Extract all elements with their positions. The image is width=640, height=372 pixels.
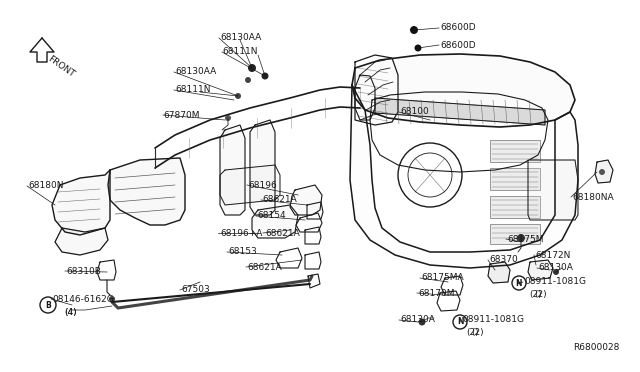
Circle shape	[225, 115, 231, 121]
Circle shape	[245, 77, 251, 83]
Bar	[490, 140, 540, 162]
Circle shape	[262, 73, 269, 80]
Polygon shape	[108, 158, 185, 225]
Text: (2): (2)	[529, 291, 541, 299]
Text: 08911-1081G: 08911-1081G	[462, 315, 524, 324]
Text: 68180NA: 68180NA	[572, 192, 614, 202]
Text: 68154: 68154	[257, 212, 285, 221]
Text: 68130A: 68130A	[538, 263, 573, 273]
Circle shape	[415, 45, 422, 51]
Polygon shape	[290, 185, 322, 215]
Circle shape	[419, 318, 426, 326]
Text: 68180N: 68180N	[28, 182, 63, 190]
Text: 68130AA: 68130AA	[220, 33, 261, 42]
Text: N: N	[516, 279, 522, 288]
Polygon shape	[252, 205, 298, 238]
Text: 68621A: 68621A	[247, 263, 282, 272]
Text: 68111N: 68111N	[222, 48, 257, 57]
Text: 68130A: 68130A	[400, 315, 435, 324]
Text: 68196: 68196	[248, 180, 276, 189]
Text: (4): (4)	[64, 308, 77, 317]
Text: 68175M: 68175M	[507, 234, 543, 244]
Circle shape	[599, 169, 605, 175]
Polygon shape	[375, 98, 545, 125]
Text: N: N	[457, 317, 463, 327]
Polygon shape	[250, 120, 275, 215]
Circle shape	[235, 93, 241, 99]
Text: 08911-1081G: 08911-1081G	[524, 278, 586, 286]
Text: (2): (2)	[534, 291, 547, 299]
Text: 68600D: 68600D	[440, 23, 476, 32]
Text: 68621A: 68621A	[262, 196, 297, 205]
Polygon shape	[488, 262, 510, 283]
Circle shape	[517, 234, 525, 242]
Text: 68170M: 68170M	[418, 289, 454, 298]
Text: 68153: 68153	[228, 247, 257, 257]
Text: B: B	[45, 301, 51, 310]
Bar	[490, 168, 540, 190]
Bar	[490, 196, 540, 218]
Text: FRONT: FRONT	[47, 54, 77, 79]
Polygon shape	[528, 260, 553, 280]
Polygon shape	[350, 85, 578, 268]
Text: (2): (2)	[466, 328, 479, 337]
Text: 68172N: 68172N	[535, 250, 570, 260]
Circle shape	[248, 64, 256, 72]
Text: 68130AA: 68130AA	[175, 67, 216, 77]
Text: 67870M: 67870M	[163, 110, 200, 119]
Polygon shape	[595, 160, 613, 183]
Polygon shape	[352, 54, 575, 127]
Polygon shape	[220, 125, 245, 215]
Polygon shape	[528, 160, 578, 220]
Circle shape	[410, 26, 418, 34]
Text: 68370: 68370	[489, 256, 518, 264]
Text: 68310B: 68310B	[66, 266, 101, 276]
Circle shape	[109, 296, 115, 302]
Text: 68600D: 68600D	[440, 41, 476, 49]
Text: 68111N: 68111N	[175, 86, 211, 94]
Text: 68196+A: 68196+A	[220, 228, 262, 237]
Bar	[490, 224, 540, 244]
Text: R6800028: R6800028	[573, 343, 620, 353]
Text: (2): (2)	[471, 328, 484, 337]
Text: 08146-6162G: 08146-6162G	[52, 295, 114, 304]
Text: 67503: 67503	[181, 285, 210, 295]
Polygon shape	[220, 165, 280, 205]
Polygon shape	[55, 228, 108, 255]
Polygon shape	[52, 170, 110, 235]
Circle shape	[518, 282, 520, 284]
Text: 68175MA: 68175MA	[421, 273, 463, 282]
Text: 68621A: 68621A	[265, 228, 300, 237]
Text: (4): (4)	[64, 308, 77, 317]
Text: 68100: 68100	[400, 108, 429, 116]
Circle shape	[553, 269, 559, 275]
